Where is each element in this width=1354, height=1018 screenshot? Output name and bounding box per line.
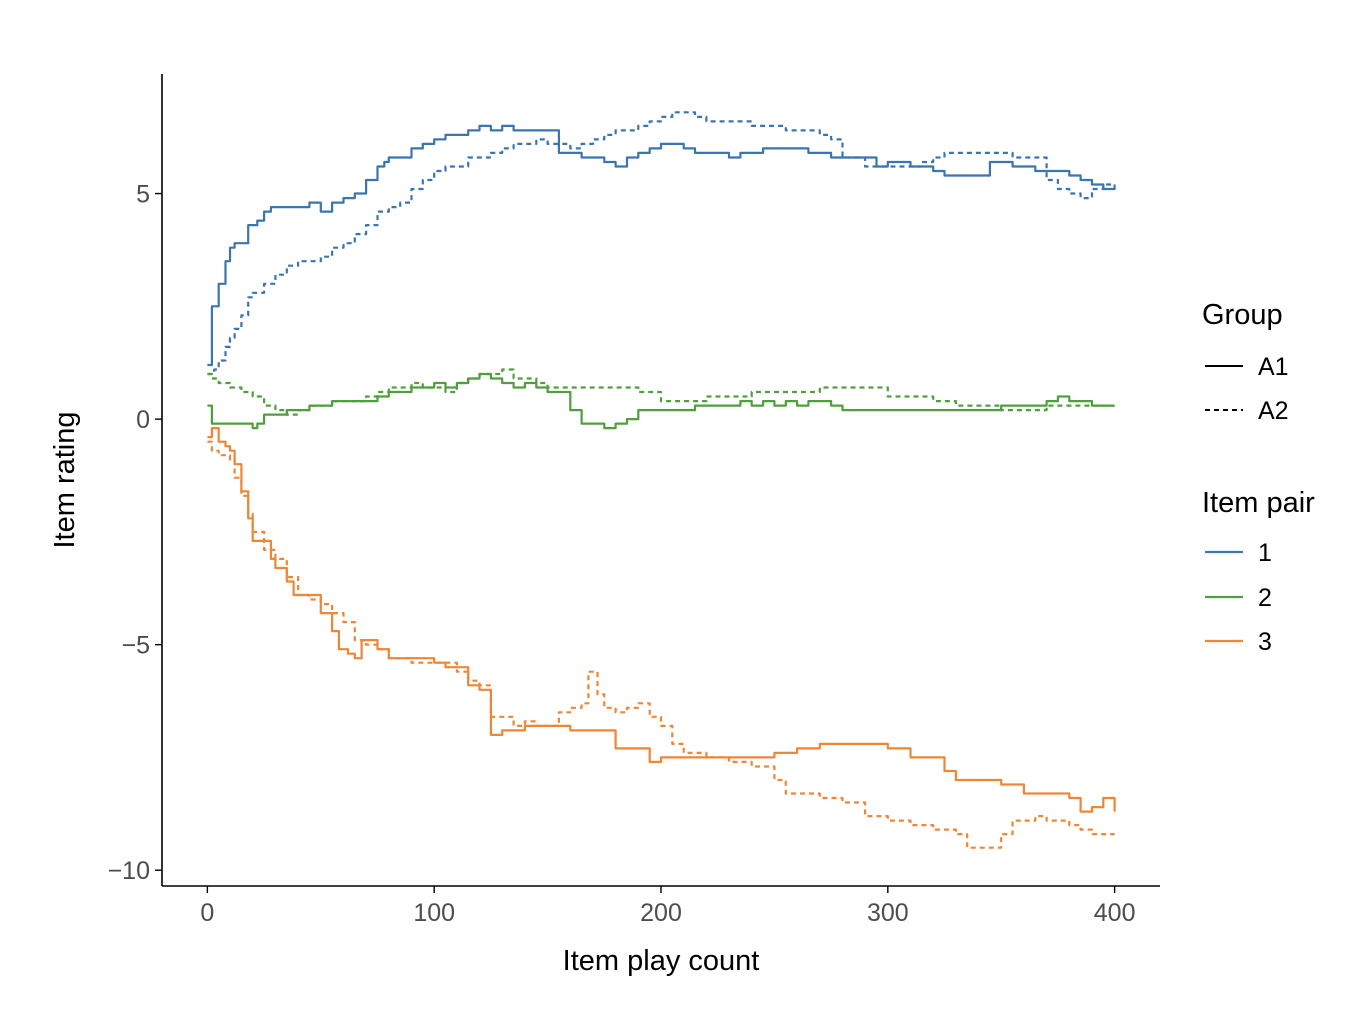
y-axis-ticks: −10 −5 0 5 bbox=[108, 181, 162, 885]
series-line-pair-2-a2 bbox=[207, 368, 1115, 416]
legend-entry-pair-1: 1 bbox=[1258, 539, 1272, 567]
x-tick-label: 100 bbox=[413, 899, 455, 927]
x-tick-label: 400 bbox=[1094, 899, 1136, 927]
series-line-pair-3-a1 bbox=[207, 427, 1116, 813]
series-line-pair-1-a2 bbox=[207, 111, 1115, 376]
series-line-pair-3-a2 bbox=[207, 440, 1115, 849]
x-axis-ticks: 0 100 200 300 400 bbox=[200, 886, 1135, 927]
legend-item-pair-title: Item pair bbox=[1202, 487, 1315, 519]
legend-item-pair: Item pair 1 2 3 bbox=[1202, 487, 1315, 656]
y-tick-label: −5 bbox=[121, 632, 150, 660]
legend-group-title: Group bbox=[1202, 299, 1283, 331]
series-line-pair-1-a1 bbox=[207, 124, 1116, 367]
y-tick-label: −10 bbox=[108, 857, 150, 885]
legend-group: Group A1 A2 bbox=[1202, 299, 1289, 425]
legend-entry-pair-3: 3 bbox=[1258, 628, 1272, 656]
y-tick-label: 0 bbox=[136, 406, 150, 434]
legend-entry-a1: A1 bbox=[1258, 353, 1289, 381]
x-tick-label: 300 bbox=[867, 899, 909, 927]
y-tick-label: 5 bbox=[136, 181, 150, 209]
x-axis-title: Item play count bbox=[563, 945, 760, 977]
legend-entry-pair-2: 2 bbox=[1258, 584, 1272, 612]
plot-area bbox=[207, 111, 1116, 849]
x-tick-label: 200 bbox=[640, 899, 682, 927]
legend-entry-a2: A2 bbox=[1258, 397, 1289, 425]
y-axis-title: Item rating bbox=[49, 412, 81, 549]
x-tick-label: 0 bbox=[200, 899, 214, 927]
